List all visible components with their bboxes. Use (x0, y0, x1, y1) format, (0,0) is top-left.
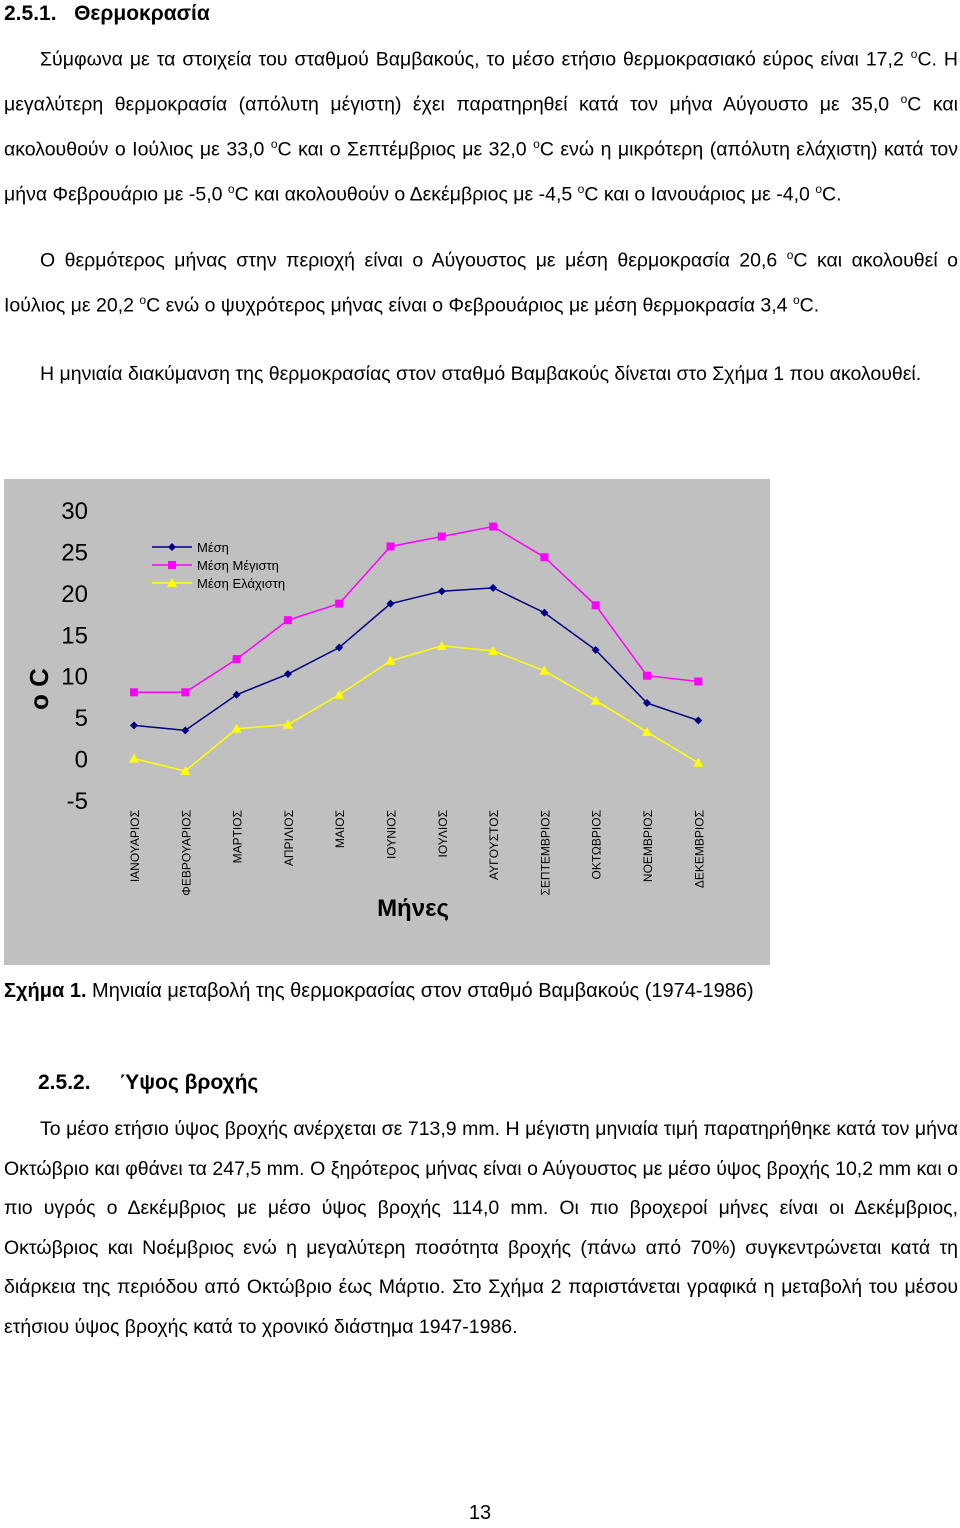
data-point (489, 522, 498, 531)
x-tick-label: ΙΟΥΛΙΟΣ (436, 810, 450, 858)
temperature-paragraph-1: Σύμφωνα με τα στοιχεία του σταθμού Βαμβα… (4, 47, 959, 206)
caption-text: Μηνιαία μεταβολή της θερμοκρασίας στον σ… (86, 980, 754, 1002)
y-tick-label: 20 (61, 581, 88, 608)
x-tick-label: ΑΠΡΙΛΙΟΣ (282, 810, 296, 866)
data-point (437, 532, 446, 541)
y-tick-label: 15 (61, 622, 88, 649)
data-point (643, 699, 651, 708)
data-point (180, 766, 191, 775)
legend-label: Μέση Μέγιστη (197, 558, 279, 573)
data-point (335, 599, 344, 608)
section-2-5-1-heading: 2.5.1. Θερμοκρασία (4, 2, 210, 26)
data-point (590, 695, 601, 705)
temperature-chart: 30 25 20 15 10 5 0 -5 o C ΙΑΝΟΥΑΡΙΟΣ ΦΕΒΡΟΥΑΡΙΟΣ ΜΑ… (4, 479, 770, 965)
y-tick-label: 5 (75, 705, 88, 732)
section-number: 2.5.2. (38, 1071, 91, 1094)
x-tick-label: ΦΕΒΡΟΥΑΡΙΟΣ (179, 810, 193, 896)
y-tick-label: 0 (75, 747, 88, 774)
data-point (181, 726, 190, 735)
figure-caption: Σχήμα 1. Μηνιαία μεταβολή της θερμοκρασί… (4, 980, 754, 1003)
data-point (283, 616, 292, 625)
data-point (694, 716, 703, 725)
y-tick-label: 30 (61, 498, 88, 525)
data-point (540, 553, 549, 562)
data-point (181, 688, 190, 697)
data-point (385, 655, 396, 665)
data-point (489, 583, 498, 592)
data-point (642, 727, 652, 737)
legend-label: Μέση (197, 540, 229, 555)
y-axis-label: o C (24, 668, 54, 710)
data-point (283, 670, 292, 679)
data-point (334, 689, 345, 699)
caption-label: Σχήμα 1. (4, 980, 87, 1002)
data-point (643, 671, 651, 680)
section-title: Θερμοκρασία (74, 2, 210, 25)
data-point (130, 721, 138, 730)
data-point (693, 757, 704, 767)
x-tick-label: ΙΑΝΟΥΑΡΙΟΣ (128, 810, 142, 882)
x-tick-label: ΣΕΠΤΕΜΒΡΙΟΣ (538, 810, 552, 896)
section-title: Ύψος βροχής (119, 1071, 259, 1094)
chart-svg: 30 25 20 15 10 5 0 -5 o C ΙΑΝΟΥΑΡΙΟΣ ΦΕΒΡΟΥΑΡΙΟΣ ΜΑ… (24, 498, 706, 922)
data-point (540, 608, 549, 617)
legend-label: Μέση Ελάχιστη (197, 576, 285, 591)
series-line (133, 587, 699, 732)
x-tick-label: ΔΕΚΕΜΒΡΙΟΣ (692, 810, 706, 888)
series-line (133, 645, 699, 772)
section-number: 2.5.1. (4, 2, 57, 25)
legend-marker (168, 543, 176, 551)
temperature-paragraph-2: Ο θερμότερος μήνας στην περιοχή είναι ο … (4, 248, 958, 317)
section-2-5-2-heading: 2.5.2. Ύψος βροχής (38, 1071, 258, 1095)
x-axis-label: Μήνες (377, 895, 449, 922)
legend-marker (167, 578, 177, 587)
x-tick-label: ΝΟΕΜΒΡΙΟΣ (641, 810, 655, 882)
data-point (437, 587, 446, 596)
temperature-paragraph-3: Η μηνιαία διακύμανση της θερμοκρασίας στ… (40, 363, 922, 385)
data-point (591, 601, 600, 610)
data-point (231, 723, 242, 733)
x-tick-label: ΟΚΤΩΒΡΙΟΣ (590, 810, 604, 880)
data-point (488, 645, 499, 655)
legend-marker (168, 561, 176, 569)
data-point (232, 655, 241, 664)
data-point (386, 542, 395, 551)
y-tick-label: -5 (67, 788, 88, 815)
data-point (386, 599, 395, 608)
data-point (232, 690, 241, 699)
data-point (591, 646, 600, 655)
y-tick-label: 25 (61, 539, 88, 566)
data-point (694, 677, 703, 686)
page-number: 13 (468, 1502, 492, 1524)
data-point (335, 643, 344, 652)
x-tick-label: ΙΟΥΝΙΟΣ (385, 810, 399, 859)
data-point (129, 753, 139, 763)
x-tick-label: ΑΥΓΟΥΣΤΟΣ (487, 810, 501, 880)
y-tick-label: 10 (61, 664, 88, 691)
data-point (130, 688, 138, 697)
data-point (436, 640, 447, 650)
series-line (134, 525, 699, 694)
data-point (282, 719, 293, 729)
rainfall-paragraph: Το μέσο ετήσιο ύψος βροχής ανέρχεται σε … (4, 1118, 958, 1338)
data-point (539, 665, 550, 675)
x-tick-label: ΜΑΙΟΣ (333, 810, 347, 848)
x-tick-label: ΜΑΡΤΙΟΣ (231, 810, 245, 863)
